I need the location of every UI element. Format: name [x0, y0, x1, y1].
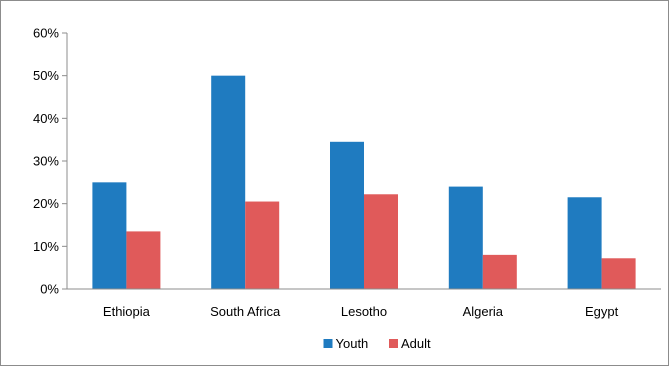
x-tick-label: Lesotho: [341, 304, 387, 319]
x-tick-label: Algeria: [463, 304, 504, 319]
y-tick-label: 50%: [33, 68, 59, 83]
y-tick-label: 10%: [33, 239, 59, 254]
bar-youth-egypt: [567, 197, 602, 289]
bar-adult-south-africa: [245, 201, 280, 289]
bar-adult-algeria: [482, 254, 517, 289]
y-tick-label: 20%: [33, 196, 59, 211]
bar-youth-lesotho: [330, 141, 364, 289]
y-tick-label: 0%: [40, 282, 59, 297]
bar-adult-lesotho: [364, 194, 398, 289]
legend: Youth Adult: [323, 336, 431, 351]
bars: [92, 75, 636, 290]
legend-swatch-adult: [389, 339, 398, 348]
bar-youth-ethiopia: [92, 182, 127, 289]
legend-label-adult: Adult: [401, 336, 431, 351]
x-tick-label: South Africa: [210, 304, 281, 319]
bar-adult-egypt: [601, 258, 636, 289]
bar-adult-ethiopia: [126, 231, 161, 289]
y-tick-label: 40%: [33, 111, 59, 126]
x-tick-label: Egypt: [585, 304, 619, 319]
legend-swatch-youth: [323, 339, 333, 348]
y-axis-ticks: 0% 10% 20% 30% 40% 50% 60%: [33, 26, 67, 297]
x-axis-labels: Ethiopia South Africa Lesotho Algeria Egypt: [103, 304, 619, 319]
bar-youth-algeria: [448, 186, 483, 289]
legend-label-youth: Youth: [336, 336, 369, 351]
x-tick-label: Ethiopia: [103, 304, 151, 319]
bar-youth-south-africa: [211, 75, 246, 290]
y-tick-label: 60%: [33, 26, 59, 41]
y-tick-label: 30%: [33, 154, 59, 169]
